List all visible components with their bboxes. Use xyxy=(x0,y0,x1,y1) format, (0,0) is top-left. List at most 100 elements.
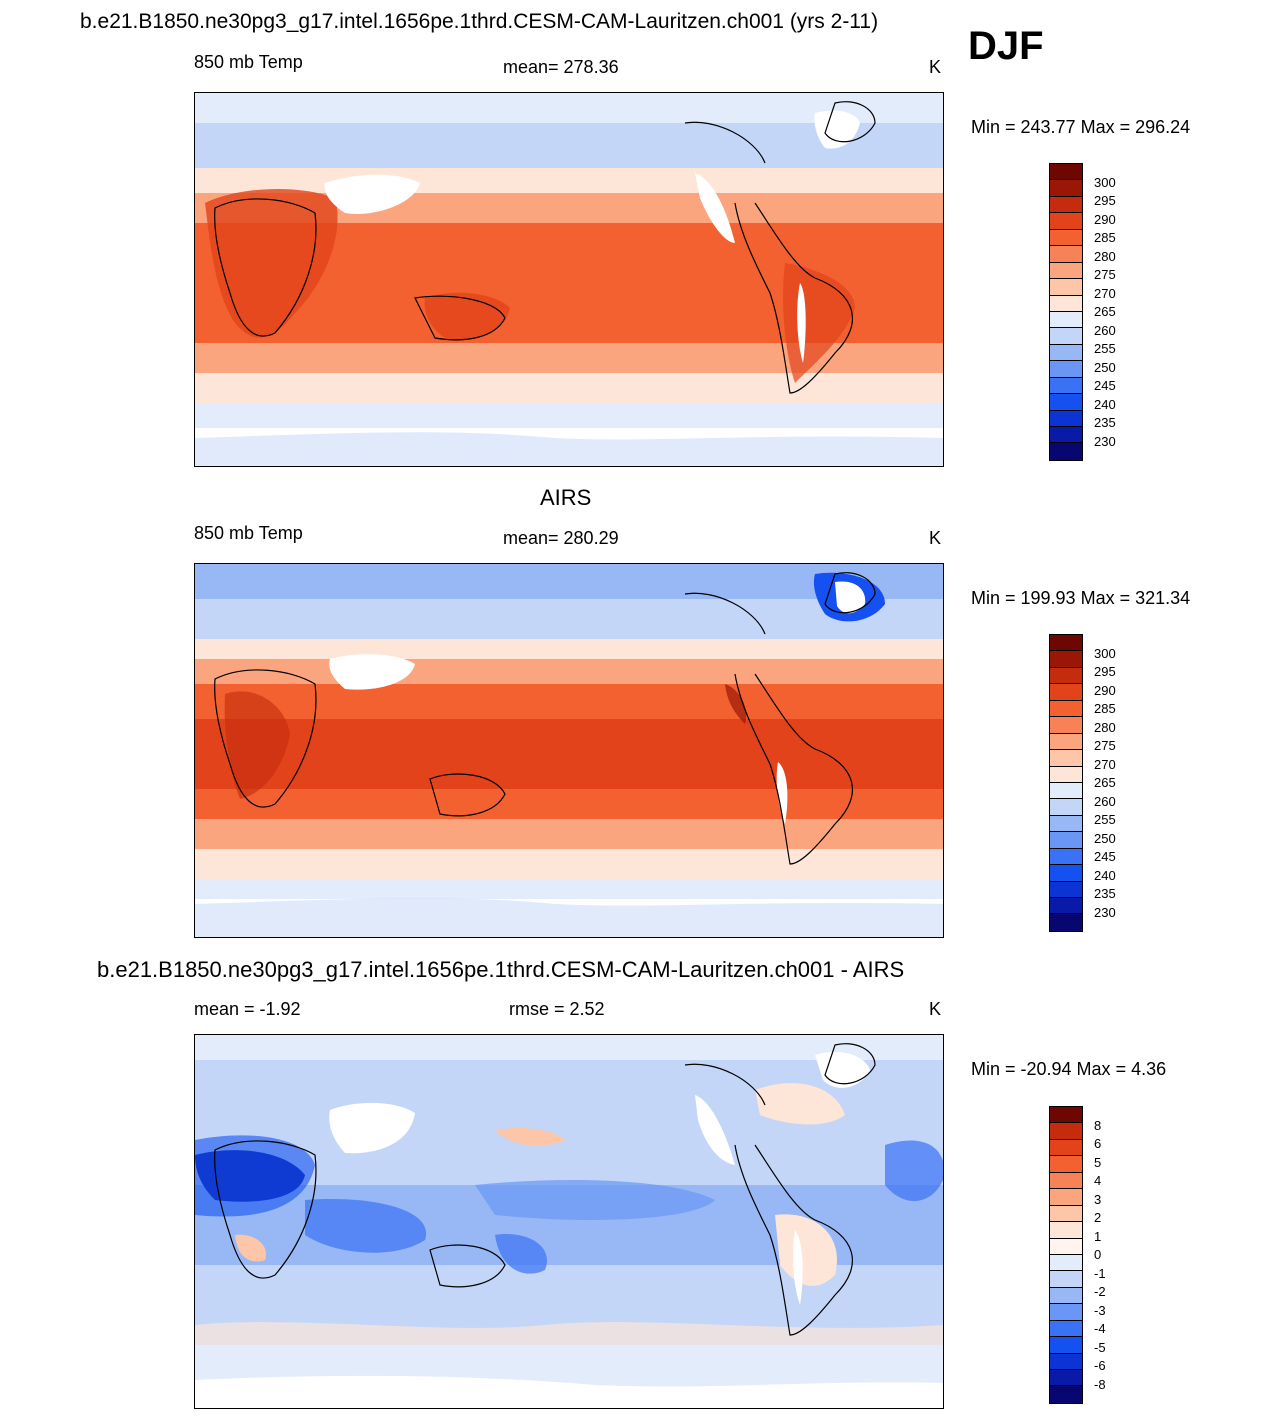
colorbar-swatch xyxy=(1050,1139,1082,1157)
colorbar-swatch xyxy=(1050,684,1082,701)
panel2-tick: 280 xyxy=(1094,720,1116,735)
panel3-tick: 3 xyxy=(1094,1192,1102,1207)
panel3-tick: -4 xyxy=(1094,1321,1106,1336)
colorbar-swatch xyxy=(1050,311,1082,329)
panel3-tick: 0 xyxy=(1094,1247,1102,1262)
panel2-tick: 300 xyxy=(1094,646,1116,661)
panel2-tick: 260 xyxy=(1094,794,1116,809)
panel2-region xyxy=(725,684,747,724)
panel3-region xyxy=(775,1214,837,1286)
colorbar-swatch xyxy=(1050,377,1082,395)
colorbar-swatch xyxy=(1050,1353,1082,1370)
panel2-tick: 290 xyxy=(1094,683,1116,698)
panel3-tick: 8 xyxy=(1094,1118,1102,1133)
colorbar-swatch xyxy=(1050,1123,1082,1140)
panel1-tick: 270 xyxy=(1094,286,1116,301)
panel1-tick: 275 xyxy=(1094,267,1116,282)
colorbar-swatch xyxy=(1050,700,1082,718)
panel3-missing xyxy=(792,1230,803,1305)
colorbar-swatch xyxy=(1050,427,1082,444)
panel2-map xyxy=(194,563,944,938)
panel2-tick: 270 xyxy=(1094,757,1116,772)
colorbar-swatch xyxy=(1050,635,1082,652)
panel3-title: b.e21.B1850.ne30pg3_g17.intel.1656pe.1th… xyxy=(97,957,905,982)
colorbar-swatch xyxy=(1050,1107,1082,1124)
colorbar-swatch xyxy=(1050,1386,1082,1403)
panel2-tick: 245 xyxy=(1094,849,1116,864)
panel2-missing xyxy=(835,581,866,614)
panel3-tick: -6 xyxy=(1094,1358,1106,1373)
panel1-tick: 240 xyxy=(1094,397,1116,412)
colorbar-swatch xyxy=(1050,262,1082,280)
panel2-colorbar xyxy=(1049,634,1083,932)
panel2-map-field xyxy=(195,564,943,937)
panel3-region xyxy=(755,1083,845,1125)
panel1-tick: 245 xyxy=(1094,378,1116,393)
panel1-missing xyxy=(814,110,860,149)
colorbar-swatch xyxy=(1050,898,1082,915)
panel1-tick: 285 xyxy=(1094,230,1116,245)
panel1-tick: 290 xyxy=(1094,212,1116,227)
panel3-tick: 5 xyxy=(1094,1155,1102,1170)
panel2-units-label: K xyxy=(929,528,942,548)
colorbar-swatch xyxy=(1050,1189,1082,1206)
panel2-band xyxy=(195,599,943,639)
panel3-tick: 1 xyxy=(1094,1229,1102,1244)
panel1-tick: 250 xyxy=(1094,360,1116,375)
panel3-region xyxy=(235,1234,266,1262)
panel2-tick: 240 xyxy=(1094,868,1116,883)
colorbar-swatch xyxy=(1050,881,1082,898)
panel2-tick: 235 xyxy=(1094,886,1116,901)
panel2-region xyxy=(195,898,943,937)
panel2-minmax-label: Min = 199.93 Max = 321.34 xyxy=(971,588,1191,608)
colorbar-swatch xyxy=(1050,865,1082,882)
colorbar-swatch xyxy=(1050,832,1082,849)
season-label: DJF xyxy=(968,24,1044,68)
panel3-region xyxy=(495,1128,565,1146)
panel2-tick: 265 xyxy=(1094,775,1116,790)
colorbar-swatch xyxy=(1050,651,1082,668)
colorbar-swatch xyxy=(1050,848,1082,866)
colorbar-swatch xyxy=(1050,667,1082,685)
colorbar-swatch xyxy=(1050,443,1082,460)
colorbar-swatch xyxy=(1050,229,1082,247)
panel2-missing xyxy=(776,762,788,824)
panel1-minmax-label: Min = 243.77 Max = 296.24 xyxy=(971,117,1191,137)
colorbar-swatch xyxy=(1050,914,1082,931)
colorbar-swatch xyxy=(1050,815,1082,833)
panel3-map xyxy=(194,1034,944,1409)
panel1-tick: 280 xyxy=(1094,249,1116,264)
panel1-tick: 255 xyxy=(1094,341,1116,356)
panel1-tick: 235 xyxy=(1094,415,1116,430)
colorbar-swatch xyxy=(1050,1287,1082,1305)
colorbar-swatch xyxy=(1050,180,1082,197)
colorbar-swatch xyxy=(1050,328,1082,345)
panel2-tick: 250 xyxy=(1094,831,1116,846)
colorbar-swatch xyxy=(1050,1370,1082,1387)
colorbar-swatch xyxy=(1050,213,1082,230)
colorbar-swatch xyxy=(1050,1222,1082,1239)
panel2-coastlines xyxy=(214,572,876,865)
panel1-variable-label: 850 mb Temp xyxy=(194,52,303,72)
panel2-band xyxy=(195,684,943,719)
panel3-region xyxy=(495,1234,547,1274)
colorbar-swatch xyxy=(1050,733,1082,751)
colorbar-swatch xyxy=(1050,1238,1082,1255)
panel3-region xyxy=(475,1180,715,1220)
panel1-missing xyxy=(695,173,735,243)
panel3-tick: 2 xyxy=(1094,1210,1102,1225)
panel1-band xyxy=(195,168,943,193)
colorbar-swatch xyxy=(1050,1172,1082,1190)
panel2-band xyxy=(195,789,943,819)
panel3-tick: -5 xyxy=(1094,1340,1106,1355)
colorbar-swatch xyxy=(1050,361,1082,378)
panel1-tick: 230 xyxy=(1094,434,1116,449)
panel3-missing xyxy=(695,1095,735,1165)
colorbar-swatch xyxy=(1050,717,1082,734)
panel2-tick: 230 xyxy=(1094,905,1116,920)
panel3-tick: -3 xyxy=(1094,1303,1106,1318)
panel2-tick: 255 xyxy=(1094,812,1116,827)
panel2-tick: 285 xyxy=(1094,701,1116,716)
panel3-tick: 6 xyxy=(1094,1136,1102,1151)
panel1-tick: 300 xyxy=(1094,175,1116,190)
